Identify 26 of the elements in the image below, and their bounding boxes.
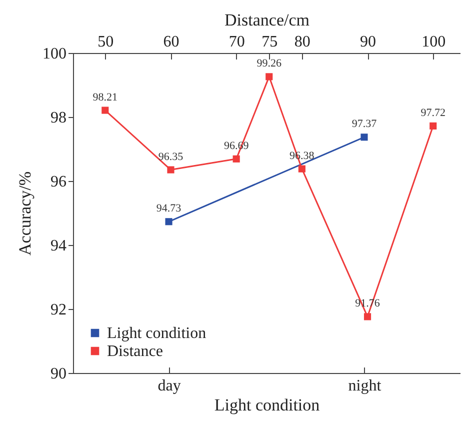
- x2-tick-label: 80: [294, 34, 310, 50]
- data-label: 97.37: [352, 118, 378, 130]
- x-tick-label: night: [348, 378, 382, 394]
- data-label: 94.73: [156, 202, 182, 215]
- data-label: 96.35: [158, 150, 184, 163]
- y-axis-title: Accuracy/%: [16, 171, 34, 256]
- x-axis-title: Light condition: [214, 396, 320, 414]
- y-tick-label: 100: [42, 46, 66, 62]
- x2-tick-label: 70: [228, 34, 245, 50]
- y-tick-label: 92: [50, 302, 66, 318]
- x2-axis-title: Distance/cm: [224, 10, 310, 30]
- x2-tick-label: 75: [262, 34, 278, 50]
- y-tick-label: 98: [50, 110, 66, 126]
- y-tick-label: 90: [50, 366, 66, 382]
- y-tick-label: 96: [50, 174, 66, 190]
- data-label: 98.21: [92, 91, 118, 104]
- x2-tick-label: 60: [163, 34, 180, 50]
- legend-label: Light condition: [107, 325, 206, 342]
- x2-tick-label: 100: [422, 34, 446, 50]
- data-label: 99.26: [256, 58, 282, 70]
- x-tick-label: day: [158, 378, 181, 394]
- legend-label: Distance: [107, 343, 163, 360]
- data-label: 97.72: [420, 106, 446, 119]
- x2-tick-label: 50: [98, 34, 114, 50]
- y-tick-label: 94: [50, 238, 66, 254]
- x2-tick-label: 90: [360, 34, 376, 50]
